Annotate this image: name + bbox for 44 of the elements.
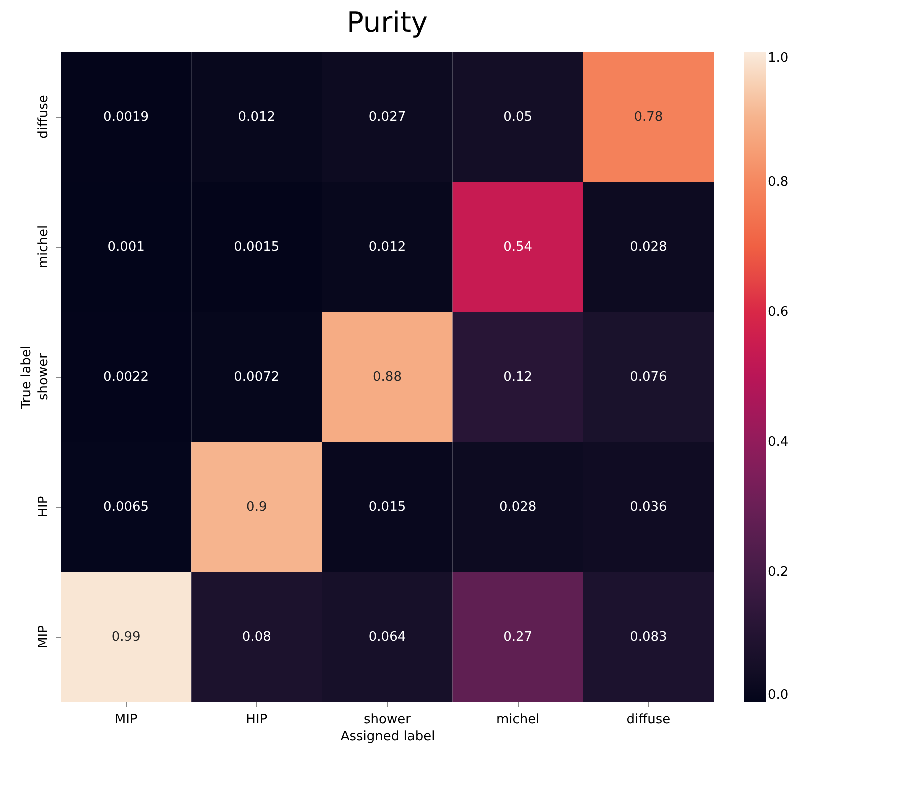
y-tick-label: shower	[36, 352, 52, 400]
data-label: 0.54	[504, 240, 533, 255]
data-label: 0.0072	[234, 370, 280, 385]
color-bar-label: 0.4	[768, 435, 789, 450]
data-label: 0.015	[368, 500, 406, 515]
data-label: 0.076	[630, 370, 668, 385]
color-bar-label: 0.8	[768, 175, 789, 190]
x-tick-label: HIP	[246, 712, 268, 728]
color-bar-label: 0.0	[768, 688, 789, 703]
y-axis-title: True label	[20, 346, 34, 410]
data-label: 0.27	[504, 630, 533, 645]
x-tick-label: michel	[496, 712, 540, 728]
data-label: 0.0065	[104, 500, 150, 515]
y-tick-label: HIP	[36, 496, 52, 518]
data-label: 0.001	[108, 240, 145, 255]
data-label: 0.08	[242, 630, 272, 645]
data-label: 0.083	[630, 630, 668, 645]
data-label: 0.99	[112, 630, 141, 645]
data-label: 0.0022	[104, 370, 150, 385]
data-label: 0.028	[630, 240, 668, 255]
data-label: 0.12	[504, 370, 533, 385]
color-bar-label: 0.6	[768, 305, 789, 320]
data-label: 0.028	[499, 500, 537, 515]
data-label: 0.9	[246, 500, 268, 515]
chart-title: Purity	[347, 6, 428, 39]
data-label: 0.012	[368, 240, 406, 255]
data-label: 0.0015	[234, 240, 280, 255]
y-tick-label: MIP	[36, 625, 52, 648]
data-label: 0.036	[630, 500, 668, 515]
data-label: 0.88	[373, 370, 402, 385]
y-tick-label: diffuse	[36, 95, 52, 139]
data-label: 0.05	[504, 110, 533, 125]
x-tick-label: MIP	[114, 712, 138, 728]
x-tick-label: diffuse	[626, 712, 671, 728]
x-tick-label: shower	[364, 712, 412, 728]
data-label: 0.0019	[104, 110, 150, 125]
y-tick-label: michel	[36, 225, 52, 269]
data-label: 0.012	[238, 110, 276, 125]
data-label: 0.78	[634, 110, 664, 125]
data-label: 0.064	[368, 630, 406, 645]
x-axis-title: Assigned label	[340, 730, 436, 744]
color-bar-label: 0.2	[768, 565, 789, 580]
color-bar-label: 1.0	[768, 51, 789, 66]
data-label: 0.027	[368, 110, 406, 125]
